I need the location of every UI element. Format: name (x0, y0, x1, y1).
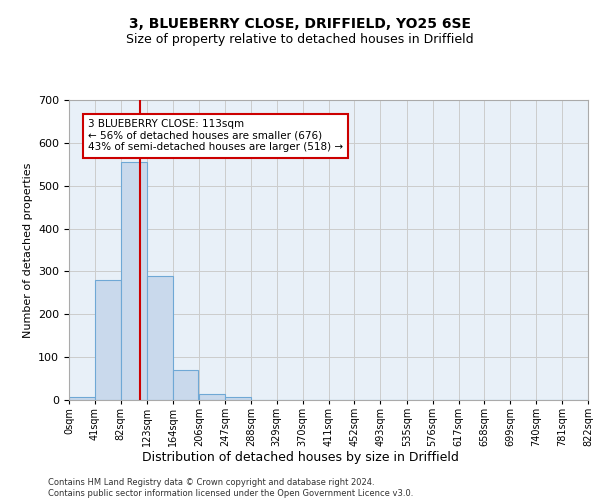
Y-axis label: Number of detached properties: Number of detached properties (23, 162, 32, 338)
Text: 3, BLUEBERRY CLOSE, DRIFFIELD, YO25 6SE: 3, BLUEBERRY CLOSE, DRIFFIELD, YO25 6SE (129, 18, 471, 32)
Bar (199, 394, 225, 400)
Text: Distribution of detached houses by size in Driffield: Distribution of detached houses by size … (142, 451, 458, 464)
Bar (173, 370, 199, 400)
Bar (225, 396, 251, 400)
Bar (121, 162, 146, 400)
Text: Contains HM Land Registry data © Crown copyright and database right 2024.
Contai: Contains HM Land Registry data © Crown c… (48, 478, 413, 498)
Bar (146, 276, 173, 400)
Bar (69, 397, 95, 400)
Bar (95, 280, 121, 400)
Text: 3 BLUEBERRY CLOSE: 113sqm
← 56% of detached houses are smaller (676)
43% of semi: 3 BLUEBERRY CLOSE: 113sqm ← 56% of detac… (88, 120, 343, 152)
Text: Size of property relative to detached houses in Driffield: Size of property relative to detached ho… (126, 32, 474, 46)
